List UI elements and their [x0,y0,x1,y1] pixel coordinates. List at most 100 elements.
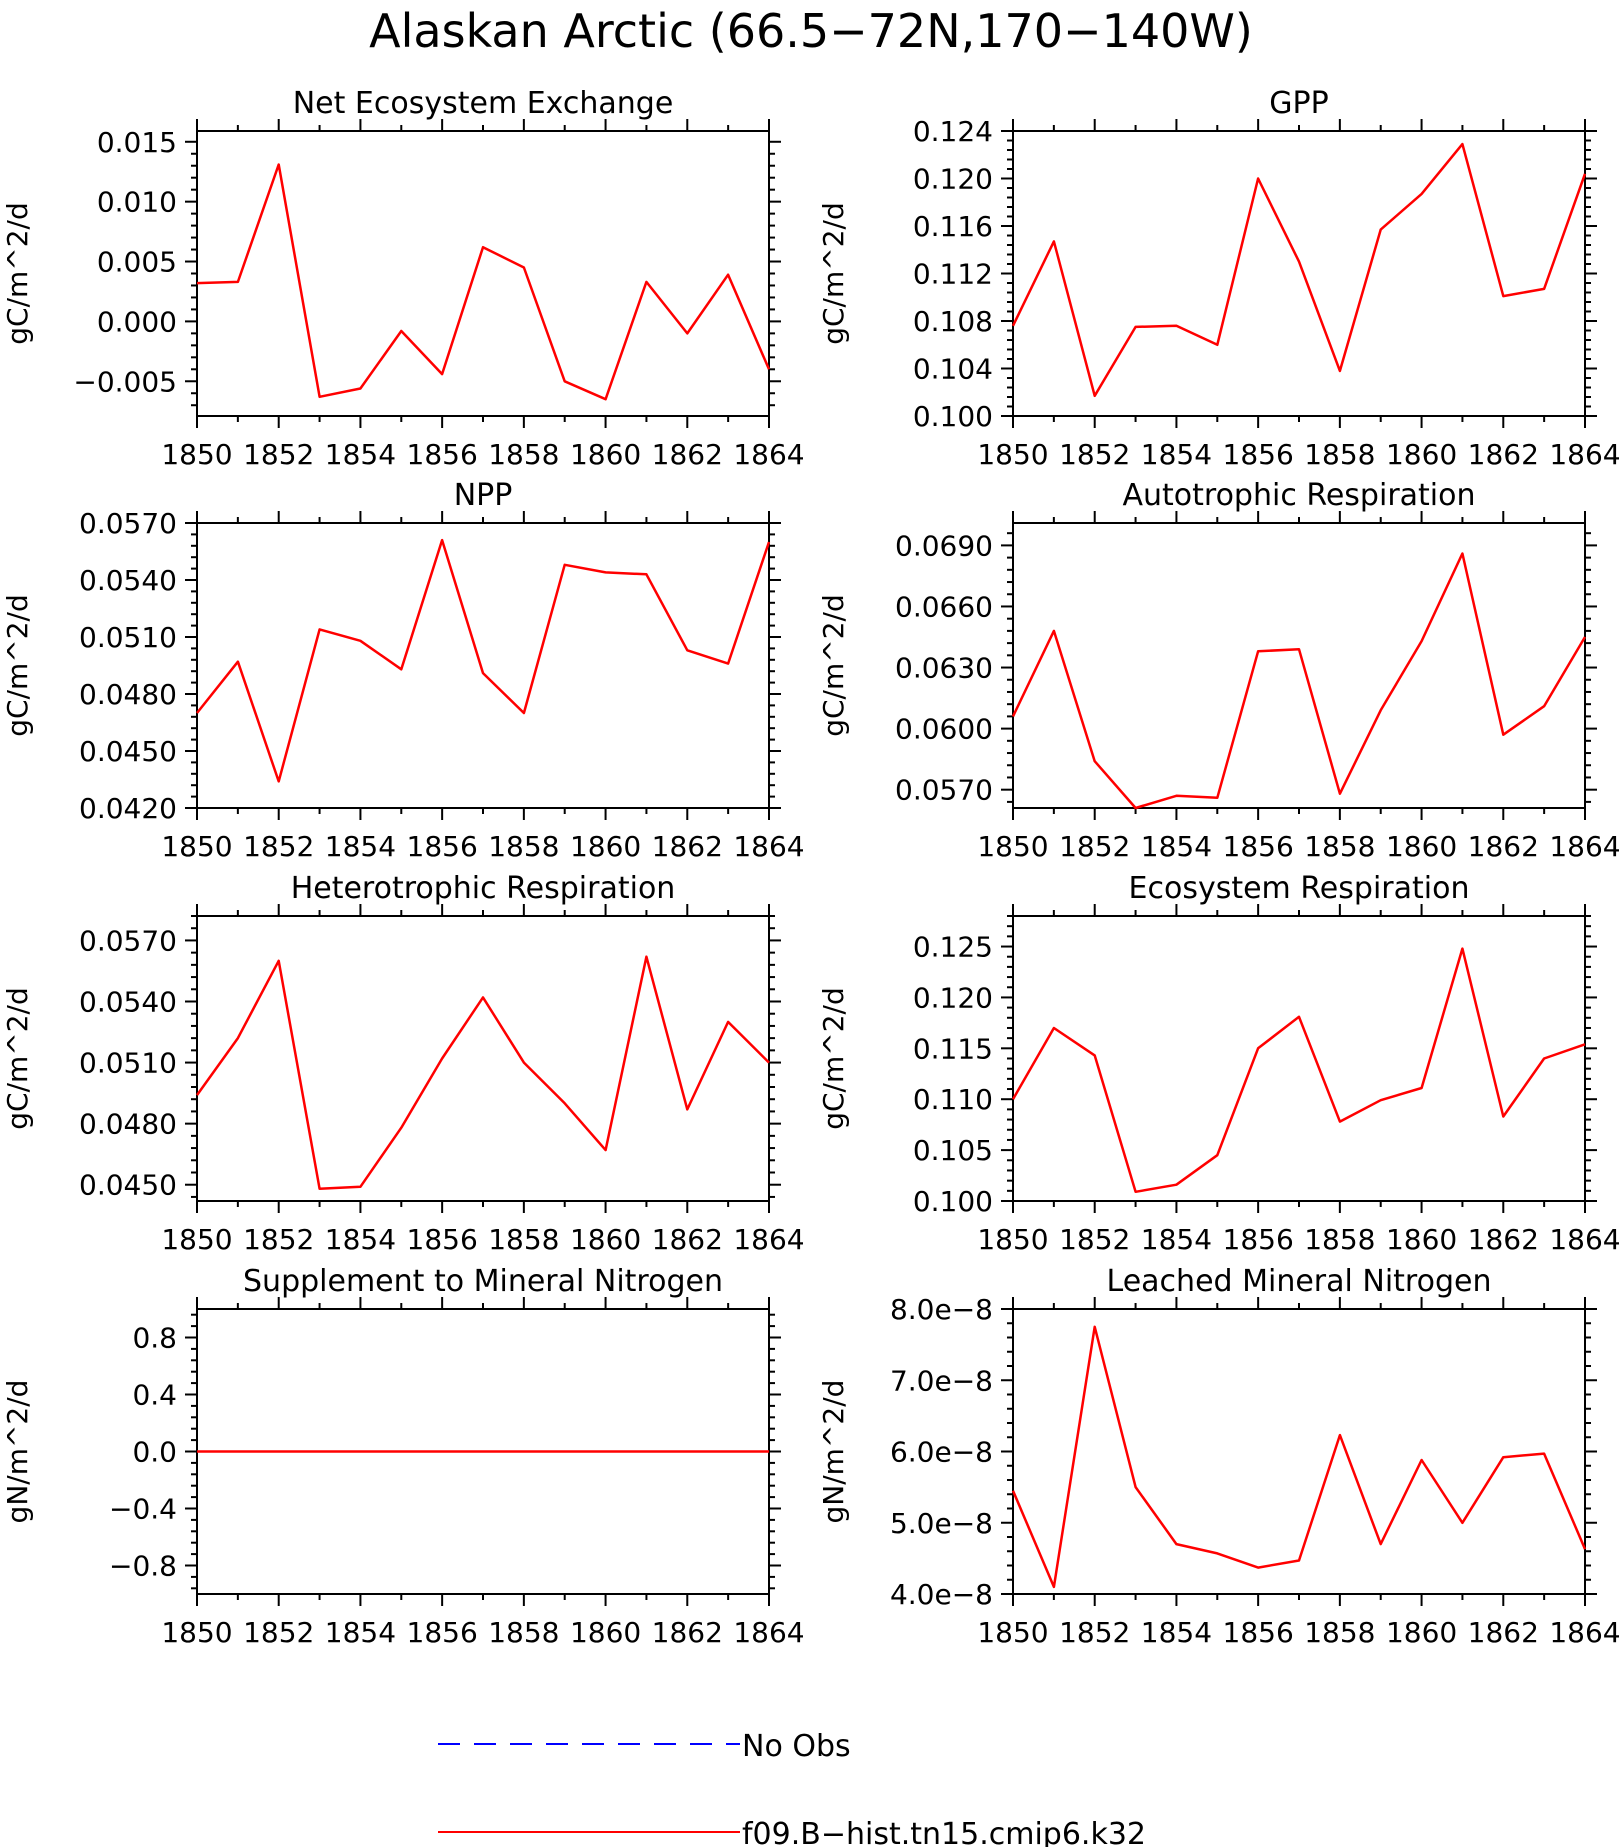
y-tick-label: 7.0e−8 [890,1364,993,1397]
x-tick-label: 1864 [733,1616,804,1649]
y-axis-label: gN/m^2/d [817,1380,850,1524]
x-tick-label: 1856 [407,1616,478,1649]
x-tick-label: 1860 [570,1223,641,1256]
x-tick-label: 1858 [1304,1223,1375,1256]
y-tick-label: 4.0e−8 [890,1578,993,1611]
y-tick-label: −0.8 [109,1550,177,1583]
panel-title: Leached Mineral Nitrogen [1107,1264,1492,1299]
x-tick-label: 1854 [1141,830,1212,863]
x-tick-label: 1862 [652,1223,723,1256]
x-tick-label: 1850 [161,830,232,863]
x-tick-label: 1858 [488,1223,559,1256]
y-tick-label: 8.0e−8 [890,1293,993,1326]
panel-supplement-to-mineral-nitrogen: 1850 1852 1854 1856 1858 1860 1862 1864 −0.8 −0.4… [1,1264,805,1649]
panel-title: Ecosystem Respiration [1129,871,1470,906]
x-tick-label: 1862 [652,830,723,863]
y-tick-label: 0.0570 [79,924,177,957]
panel-title: NPP [454,478,513,513]
x-tick-label: 1862 [1468,830,1539,863]
y-tick-label: 0.100 [913,400,993,433]
y-tick-label: 0.110 [913,1083,993,1116]
x-tick-label: 1850 [977,1223,1048,1256]
x-tick-label: 1860 [1386,1223,1457,1256]
x-tick-label: 1852 [243,438,314,471]
y-tick-label: 0.115 [913,1032,993,1065]
x-tick-label: 1856 [1223,1223,1294,1256]
y-tick-label: 0.000 [97,305,177,338]
y-tick-label: 0.0 [132,1436,177,1469]
x-tick-label: 1860 [1386,438,1457,471]
x-tick-label: 1858 [488,1616,559,1649]
x-tick-label: 1858 [1304,830,1375,863]
panel-title: Net Ecosystem Exchange [293,86,674,121]
x-tick-label: 1862 [1468,1223,1539,1256]
x-tick-label: 1852 [1059,1223,1130,1256]
x-tick-label: 1854 [1141,1616,1212,1649]
x-tick-label: 1858 [488,830,559,863]
x-tick-label: 1854 [325,438,396,471]
x-tick-label: 1852 [243,830,314,863]
y-tick-label: 0.124 [913,115,993,148]
x-tick-label: 1864 [733,438,804,471]
y-tick-label: 0.104 [913,353,993,386]
y-tick-label: 0.0450 [79,1169,177,1202]
x-tick-label: 1852 [243,1616,314,1649]
x-tick-label: 1850 [977,1616,1048,1649]
panel-autotrophic-respiration: 1850 1852 1854 1856 1858 1860 1862 1864 0.0570 0.… [817,478,1621,863]
y-tick-label: 0.125 [913,931,993,964]
x-tick-label: 1864 [1549,830,1620,863]
y-tick-label: 0.112 [913,258,993,291]
x-tick-label: 1864 [1549,1616,1620,1649]
x-tick-label: 1864 [1549,1223,1620,1256]
series-line-model [1011,1325,1587,1589]
panel-title: Supplement to Mineral Nitrogen [243,1264,723,1299]
panel-npp: 1850 1852 1854 1856 1858 1860 1862 1864 0.0420 0.… [1,478,805,863]
series-line-model [196,538,771,783]
panel-title: Heterotrophic Respiration [291,871,676,906]
x-tick-label: 1862 [652,438,723,471]
y-tick-label: 0.015 [97,126,177,159]
y-tick-label: 0.0540 [79,564,177,597]
x-tick-label: 1864 [733,830,804,863]
x-tick-label: 1850 [161,438,232,471]
y-tick-label: 0.4 [132,1379,177,1412]
y-axis-label: gC/m^2/d [817,987,850,1130]
y-tick-label: 0.120 [913,163,993,196]
x-tick-label: 1852 [1059,1616,1130,1649]
x-tick-label: 1860 [570,830,641,863]
x-tick-label: 1854 [325,830,396,863]
x-tick-label: 1854 [1141,438,1212,471]
x-tick-label: 1850 [977,438,1048,471]
y-tick-label: 0.0660 [895,590,993,623]
y-axis-label: gC/m^2/d [1,987,34,1130]
y-tick-label: 0.0690 [895,529,993,562]
panel-ecosystem-respiration: 1850 1852 1854 1856 1858 1860 1862 1864 0.100 0.1… [817,871,1621,1256]
y-tick-label: 5.0e−8 [890,1507,993,1540]
x-tick-label: 1850 [977,830,1048,863]
series-line-model [1011,142,1587,398]
x-tick-label: 1852 [1059,438,1130,471]
x-tick-label: 1852 [1059,830,1130,863]
y-tick-label: 0.0510 [79,1047,177,1080]
y-tick-label: −0.005 [73,365,177,398]
panel-net-ecosystem-exchange: 1850 1852 1854 1856 1858 1860 1862 1864 −0.005 0.… [1,86,805,471]
y-tick-label: 0.0570 [895,774,993,807]
series-line-model [1011,552,1587,810]
y-tick-label: 6.0e−8 [890,1436,993,1469]
series-line-model [196,163,771,401]
y-axis-label: gN/m^2/d [1,1380,34,1524]
figure-title: Alaskan Arctic (66.5−72N,170−140W) [369,4,1253,58]
legend: No Obs f09.B−hist.tn15.cmip6.k32 [438,1729,1146,1847]
x-tick-label: 1858 [488,438,559,471]
y-tick-label: 0.0480 [79,1108,177,1141]
x-tick-label: 1860 [570,1616,641,1649]
x-tick-label: 1860 [570,438,641,471]
y-axis-label: gC/m^2/d [1,594,34,737]
panels: 1850 1852 1854 1856 1858 1860 1862 1864 −0.005 0.… [1,86,1621,1649]
y-tick-label: 0.0420 [79,792,177,825]
y-axis-label: gC/m^2/d [817,594,850,737]
x-tick-label: 1858 [1304,438,1375,471]
legend-label-model: f09.B−hist.tn15.cmip6.k32 [742,1817,1146,1847]
x-tick-label: 1854 [325,1616,396,1649]
y-tick-label: 0.0510 [79,621,177,654]
